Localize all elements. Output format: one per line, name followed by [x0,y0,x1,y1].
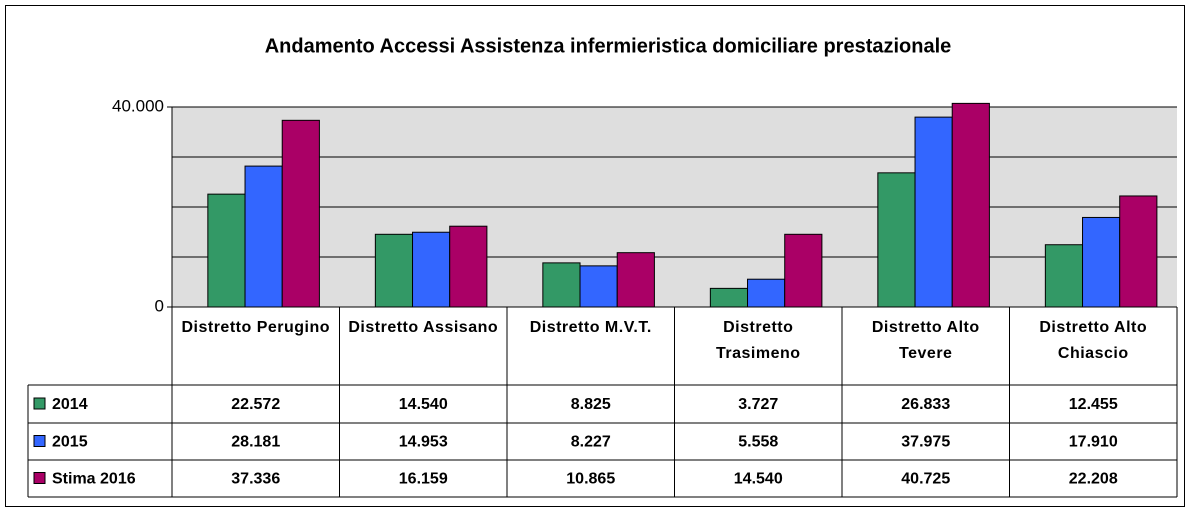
bar [747,278,786,308]
bar [281,119,320,308]
table-value: 14.540 [399,396,448,413]
bar [374,233,414,308]
table-value: 22.572 [231,396,280,413]
bar [412,231,451,308]
x-tick-label-box: Distretto Perugino [181,319,331,336]
legend-label: 2015 [52,434,88,451]
bar [542,262,581,308]
table-value: 14.540 [734,471,783,488]
bar [244,165,283,308]
x-tick-label: Distretto M.V.T. [529,319,652,336]
x-tick-label-box: Distretto Alto Chiascio [1039,319,1148,362]
x-tick-label: Distretto Alto Tevere [871,319,980,362]
legend-key [33,472,46,484]
bar [951,102,990,308]
x-tick-label-box: Distretto Alto Tevere [871,319,980,362]
bar [1119,195,1158,308]
x-tick-label-box: Distretto Assisano [348,319,499,336]
bar [207,193,246,308]
table-value: 3.727 [738,396,778,413]
x-tick-label: Distretto Trasimeno [715,319,801,362]
table-value: 8.227 [571,434,611,451]
bar [877,172,916,308]
table-value: 28.181 [231,434,280,451]
table-value: 37.336 [231,471,280,488]
x-tick-label: Distretto Assisano [348,319,499,336]
table-value: 16.159 [399,471,448,488]
y-tick-label: 0 [155,296,164,315]
bar [449,225,488,308]
table-value: 37.975 [901,434,950,451]
bar [914,116,953,308]
table-value: 40.725 [901,471,950,488]
legend-key [33,435,46,447]
bar [709,287,749,308]
legend-key [33,397,46,410]
table-value: 14.953 [399,434,448,451]
table-value: 12.455 [1069,396,1118,413]
bar [1044,244,1084,308]
legend-label: Stima 2016 [52,471,136,488]
x-tick-label: Distretto Alto Chiascio [1039,319,1148,362]
x-tick-label-box: Distretto M.V.T. [529,319,652,336]
table-value: 22.208 [1069,471,1118,488]
bar [579,265,618,308]
bar [784,233,823,308]
x-tick-label: Distretto Perugino [181,319,331,336]
table-value: 10.865 [566,471,615,488]
x-tick-label-box: Distretto Trasimeno [715,319,801,362]
table-value: 17.910 [1069,434,1118,451]
bar [616,252,655,308]
bar [1082,216,1121,308]
chart-title: Andamento Accessi Assistenza infermieris… [265,35,952,57]
legend-label: 2014 [52,396,88,413]
table-value: 26.833 [901,396,950,413]
table-value: 5.558 [738,434,778,451]
table-value: 8.825 [571,396,611,413]
y-tick-label: 40.000 [112,96,164,115]
